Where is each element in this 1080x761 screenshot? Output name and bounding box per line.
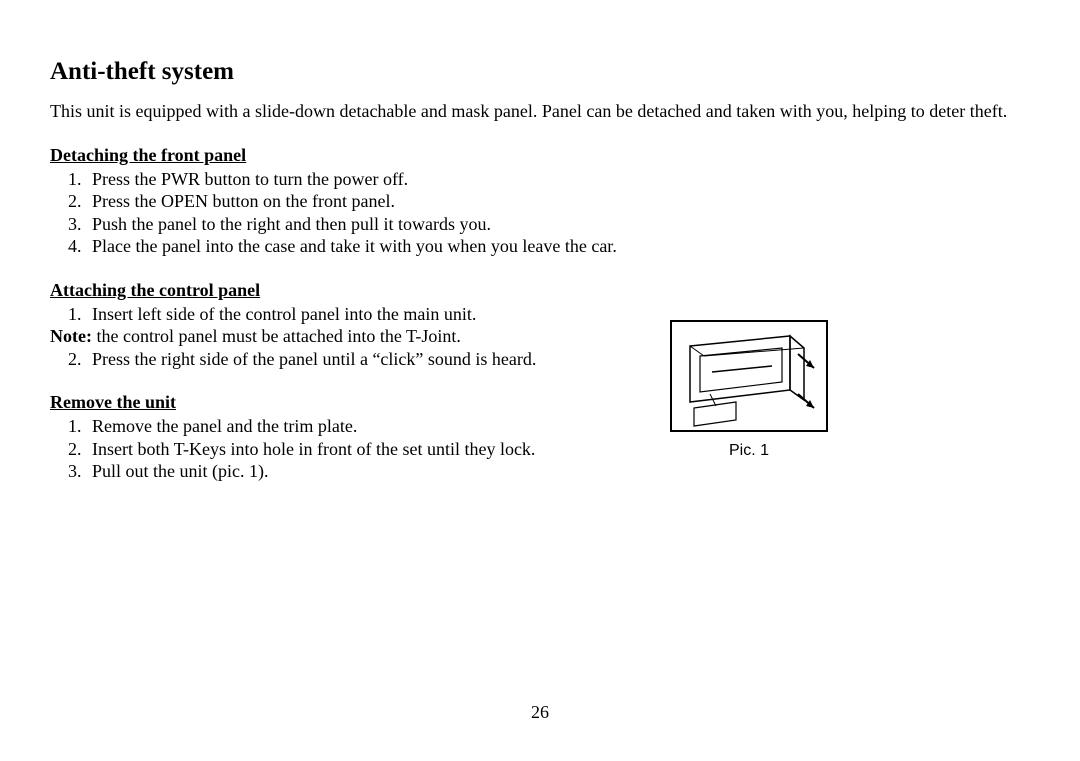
- list-item: Insert left side of the control panel in…: [86, 303, 690, 326]
- content-column: Detaching the front panel Press the PWR …: [50, 145, 690, 483]
- list-item: Press the right side of the panel until …: [86, 348, 690, 371]
- list-item: Insert both T-Keys into hole in front of…: [86, 438, 690, 461]
- list-item: Pull out the unit (pic. 1).: [86, 460, 690, 483]
- note-text: the control panel must be attached into …: [92, 326, 461, 346]
- list-item: Press the PWR button to turn the power o…: [86, 168, 690, 191]
- intro-paragraph: This unit is equipped with a slide-down …: [50, 100, 1032, 123]
- section-heading-attaching: Attaching the control panel: [50, 280, 690, 301]
- page-number: 26: [0, 702, 1080, 723]
- note-line: Note: the control panel must be attached…: [50, 325, 690, 348]
- document-page: Anti-theft system This unit is equipped …: [0, 0, 1080, 761]
- list-item: Press the OPEN button on the front panel…: [86, 190, 690, 213]
- section-heading-detaching: Detaching the front panel: [50, 145, 690, 166]
- page-title: Anti-theft system: [50, 58, 1032, 86]
- figure-caption: Pic. 1: [729, 442, 769, 460]
- car-stereo-diagram-icon: [672, 322, 826, 430]
- detaching-steps-list: Press the PWR button to turn the power o…: [50, 168, 690, 258]
- section-heading-remove: Remove the unit: [50, 392, 690, 413]
- list-item: Remove the panel and the trim plate.: [86, 415, 690, 438]
- attaching-steps-list-a: Insert left side of the control panel in…: [50, 303, 690, 326]
- list-item: Push the panel to the right and then pul…: [86, 213, 690, 236]
- attaching-steps-list-b: Press the right side of the panel until …: [50, 348, 690, 371]
- note-label: Note:: [50, 326, 92, 346]
- figure-1: Pic. 1: [670, 320, 828, 460]
- remove-steps-list: Remove the panel and the trim plate. Ins…: [50, 415, 690, 483]
- figure-illustration: [670, 320, 828, 432]
- list-item: Place the panel into the case and take i…: [86, 235, 690, 258]
